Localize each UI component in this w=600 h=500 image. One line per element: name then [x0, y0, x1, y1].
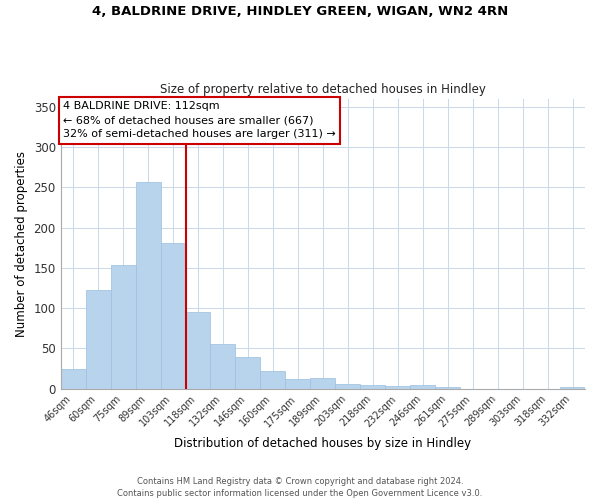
Y-axis label: Number of detached properties: Number of detached properties: [15, 150, 28, 336]
Bar: [410, 385, 435, 389]
Bar: [310, 378, 335, 389]
Bar: [161, 243, 185, 389]
Title: Size of property relative to detached houses in Hindley: Size of property relative to detached ho…: [160, 83, 486, 96]
Bar: [335, 384, 360, 389]
Bar: [136, 182, 161, 389]
Bar: [235, 356, 260, 389]
Bar: [86, 290, 110, 389]
Bar: [211, 344, 235, 389]
Bar: [360, 385, 385, 389]
Bar: [560, 387, 585, 389]
Bar: [286, 379, 310, 389]
Bar: [435, 387, 460, 389]
Bar: [185, 312, 211, 389]
Bar: [110, 266, 136, 389]
Bar: [61, 368, 86, 389]
Text: 4 BALDRINE DRIVE: 112sqm
← 68% of detached houses are smaller (667)
32% of semi-: 4 BALDRINE DRIVE: 112sqm ← 68% of detach…: [63, 102, 336, 140]
X-axis label: Distribution of detached houses by size in Hindley: Distribution of detached houses by size …: [174, 437, 472, 450]
Bar: [385, 386, 410, 389]
Text: 4, BALDRINE DRIVE, HINDLEY GREEN, WIGAN, WN2 4RN: 4, BALDRINE DRIVE, HINDLEY GREEN, WIGAN,…: [92, 5, 508, 18]
Bar: [260, 371, 286, 389]
Text: Contains HM Land Registry data © Crown copyright and database right 2024.
Contai: Contains HM Land Registry data © Crown c…: [118, 476, 482, 498]
